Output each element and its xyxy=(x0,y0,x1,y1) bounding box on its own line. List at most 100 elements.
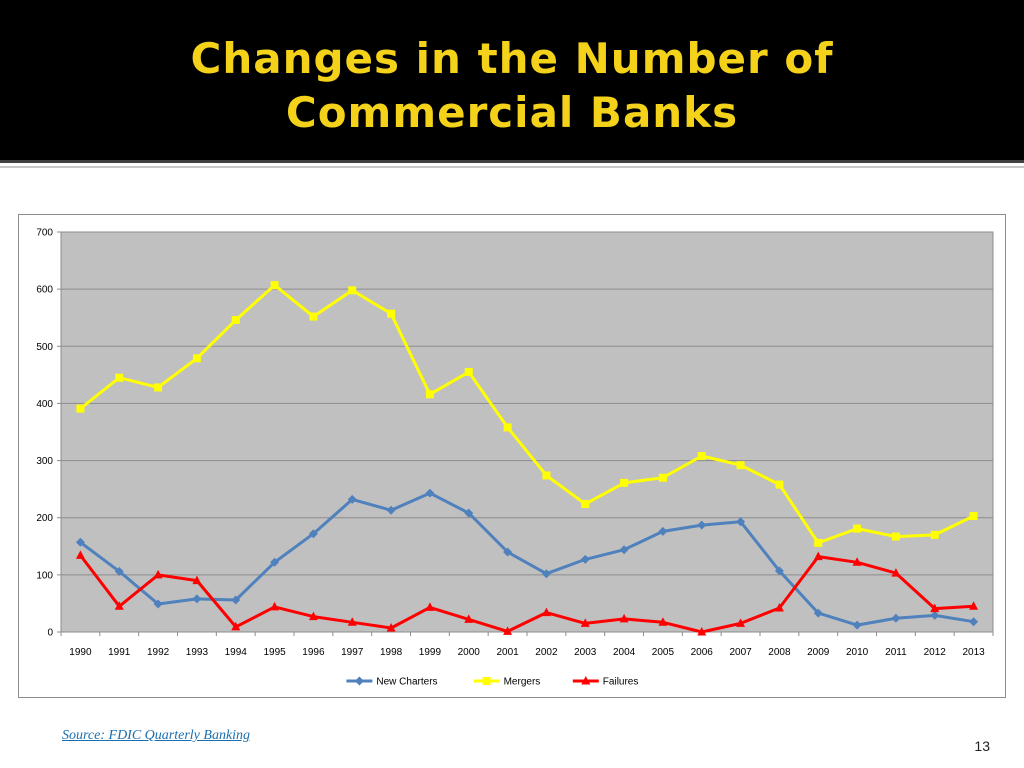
data-point-2 xyxy=(658,617,668,626)
data-point-2 xyxy=(75,550,85,559)
y-tick-label: 300 xyxy=(36,456,53,467)
data-point-0 xyxy=(114,566,124,576)
data-point-0 xyxy=(736,517,746,527)
data-point-0 xyxy=(774,566,784,576)
data-point-1 xyxy=(154,383,163,392)
data-point-2 xyxy=(153,569,163,579)
data-point-2 xyxy=(541,607,551,617)
chart-frame: 0 100 200 300 400 500 600 700 1990 1991 1992 1993 19… xyxy=(18,214,1006,698)
data-point-0 xyxy=(930,610,940,620)
data-point-2 xyxy=(774,603,784,612)
slide-title: Changes in the Number of Commercial Bank… xyxy=(190,34,834,137)
y-tick-label: 700 xyxy=(36,228,53,239)
y-tick-label: 200 xyxy=(36,513,53,524)
data-point-0 xyxy=(192,594,202,604)
data-point-1 xyxy=(115,373,124,382)
data-point-1 xyxy=(503,423,512,432)
data-point-2 xyxy=(852,557,862,566)
series-line-2 xyxy=(79,554,974,634)
x-tick-label: 2005 xyxy=(652,647,675,658)
x-tick-label: 2009 xyxy=(807,647,830,658)
data-point-0 xyxy=(969,617,979,627)
data-point-2 xyxy=(231,621,241,631)
data-point-2 xyxy=(192,575,202,585)
y-tick-label: 400 xyxy=(36,399,53,410)
x-tick-label: 1999 xyxy=(419,647,442,658)
data-point-1 xyxy=(542,471,551,480)
data-point-2 xyxy=(503,626,513,635)
title-bar: Changes in the Number of Commercial Bank… xyxy=(0,0,1024,160)
line-chart: 0 100 200 300 400 500 600 700 1990 1991 1992 1993 19… xyxy=(36,228,994,688)
x-tick-label: 2000 xyxy=(458,647,481,658)
data-point-1 xyxy=(658,473,667,482)
x-tick-label: 2011 xyxy=(885,647,907,658)
data-point-1 xyxy=(425,390,434,399)
x-tick-label: 2007 xyxy=(729,647,752,658)
data-point-1 xyxy=(814,538,823,547)
data-point-0 xyxy=(270,557,280,567)
data-point-1 xyxy=(464,368,473,376)
data-point-1 xyxy=(387,309,396,318)
data-point-0 xyxy=(619,545,629,555)
data-point-1 xyxy=(581,500,590,508)
data-point-1 xyxy=(853,524,862,533)
data-point-1 xyxy=(736,461,745,470)
data-point-1 xyxy=(309,312,318,321)
data-point-0 xyxy=(386,505,396,515)
data-point-0 xyxy=(813,608,823,618)
source-link[interactable]: Source: FDIC Quarterly Banking xyxy=(62,728,251,743)
x-tick-label: 1995 xyxy=(263,647,286,658)
x-tick-label: 2013 xyxy=(962,647,985,658)
x-tick-label: 1994 xyxy=(225,647,248,658)
x-tick-label: 2002 xyxy=(535,647,558,658)
y-tick-label: 600 xyxy=(36,285,53,296)
data-point-0 xyxy=(75,537,85,547)
x-tick-label: 2010 xyxy=(846,647,869,658)
data-point-2 xyxy=(347,617,357,626)
data-point-2 xyxy=(813,551,823,561)
data-point-1 xyxy=(192,354,201,363)
x-tick-label: 1990 xyxy=(69,647,92,658)
data-point-2 xyxy=(891,568,901,577)
data-point-2 xyxy=(114,601,124,610)
series-line-0 xyxy=(79,491,974,627)
y-tick-label: 500 xyxy=(36,342,53,353)
data-point-1 xyxy=(620,478,629,487)
data-point-0 xyxy=(425,488,435,498)
data-point-0 xyxy=(503,547,513,557)
data-point-1 xyxy=(76,404,85,413)
data-point-1 xyxy=(270,281,279,290)
x-tick-label: 1996 xyxy=(302,647,325,658)
data-point-0 xyxy=(541,569,551,579)
data-point-1 xyxy=(969,512,978,520)
plot-area xyxy=(60,231,994,633)
data-point-2 xyxy=(464,614,474,623)
data-point-2 xyxy=(308,611,318,621)
y-tick-label: 100 xyxy=(36,570,53,581)
legend-marker-2 xyxy=(581,676,591,685)
data-point-2 xyxy=(619,613,629,623)
data-point-2 xyxy=(270,601,280,611)
page-number: 13 xyxy=(974,738,990,754)
data-point-0 xyxy=(347,494,357,504)
data-point-0 xyxy=(697,520,707,530)
x-tick-label: 1991 xyxy=(108,647,131,658)
data-point-1 xyxy=(775,480,784,489)
data-point-1 xyxy=(891,532,900,541)
legend-marker-0 xyxy=(354,676,364,686)
title-divider xyxy=(0,160,1024,163)
data-point-1 xyxy=(348,286,357,295)
data-point-0 xyxy=(308,529,318,539)
x-tick-label: 2001 xyxy=(496,647,519,658)
data-point-2 xyxy=(969,601,979,610)
data-point-0 xyxy=(891,613,901,623)
series-line-1 xyxy=(79,283,975,545)
x-tick-label: 2006 xyxy=(691,647,714,658)
data-point-2 xyxy=(580,618,590,627)
data-point-2 xyxy=(736,618,746,627)
legend-label: Failures xyxy=(603,677,639,688)
x-tick-label: 1998 xyxy=(380,647,403,658)
x-tick-label: 2012 xyxy=(924,647,947,658)
data-point-1 xyxy=(231,316,240,324)
data-point-0 xyxy=(580,554,590,564)
